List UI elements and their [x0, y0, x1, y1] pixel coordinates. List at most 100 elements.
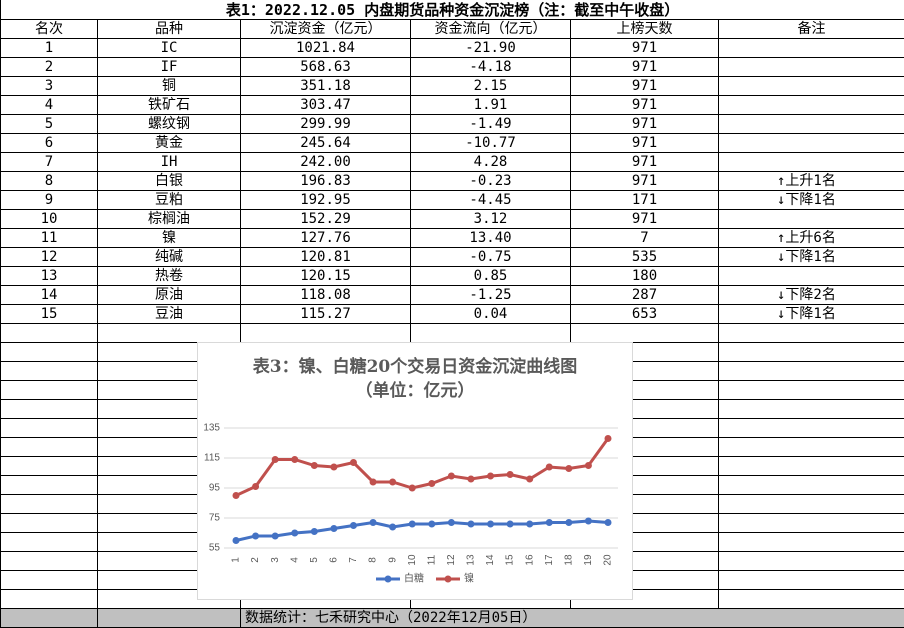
cell: 287: [570, 285, 719, 305]
cell: [717, 133, 904, 153]
y-tick-label: 135: [203, 423, 220, 434]
empty-cell: [0, 494, 98, 514]
cell: 黄金: [97, 133, 241, 153]
cell: ↓下降1名: [717, 247, 904, 267]
header-cell: 资金流向（亿元）: [410, 19, 571, 39]
cell: 13.40: [410, 228, 571, 248]
point: [291, 529, 299, 537]
data-row: 3 铜 351.18 2.15 971: [0, 76, 904, 96]
cell: -1.49: [410, 114, 571, 134]
cell: 120.15: [240, 266, 411, 286]
empty-cell: [717, 513, 904, 533]
cell: 971: [570, 133, 719, 153]
empty-cell: [717, 380, 904, 400]
empty-cell: [97, 323, 241, 343]
legend-marker: [444, 575, 452, 583]
empty-cell: [717, 589, 904, 609]
data-row: 7 IH 242.00 4.28 971: [0, 152, 904, 172]
empty-cell: [0, 399, 98, 419]
x-tick-label: 10: [407, 554, 418, 566]
data-row: 5 螺纹钢 299.99 -1.49 971: [0, 114, 904, 134]
cell: 971: [570, 38, 719, 58]
footer-cell: [0, 608, 98, 628]
cell: 11: [0, 228, 98, 248]
cell: -0.23: [410, 171, 571, 191]
point: [506, 520, 514, 528]
point: [369, 519, 377, 526]
legend-label: 镍: [464, 572, 474, 585]
x-tick-label: 5: [309, 557, 320, 563]
cell: [717, 95, 904, 115]
point: [604, 519, 612, 526]
cell: 535: [570, 247, 719, 267]
point: [310, 462, 318, 469]
point: [467, 520, 475, 528]
x-tick-label: 13: [466, 554, 477, 566]
cell: ↓下降2名: [717, 285, 904, 305]
point: [447, 472, 455, 480]
header-cell: 沉淀资金（亿元）: [240, 19, 411, 39]
empty-cell: [0, 532, 98, 552]
empty-cell: [0, 570, 98, 590]
x-tick-label: 6: [329, 557, 340, 563]
x-tick-label: 20: [603, 554, 614, 566]
cell: 971: [570, 171, 719, 191]
cell: [717, 76, 904, 96]
cell: 镍: [97, 228, 241, 248]
header-cell: 名次: [0, 19, 98, 39]
data-row: 8 白银 196.83 -0.23 971 ↑上升1名: [0, 171, 904, 191]
point: [506, 471, 514, 478]
point: [349, 522, 357, 529]
empty-cell: [717, 456, 904, 476]
point: [487, 472, 495, 480]
point: [252, 532, 260, 540]
point: [291, 456, 299, 463]
footer-cell: [97, 608, 241, 628]
x-tick-label: 4: [289, 557, 300, 563]
cell: 152.29: [240, 209, 411, 229]
empty-cell: [570, 323, 719, 343]
cell: 171: [570, 190, 719, 210]
point: [271, 456, 279, 463]
x-tick-label: 11: [426, 554, 437, 565]
point: [584, 517, 592, 525]
x-tick-label: 2: [250, 557, 261, 563]
x-tick-label: 9: [387, 557, 398, 563]
cell: 13: [0, 266, 98, 286]
empty-cell: [0, 342, 98, 362]
cell: 971: [570, 152, 719, 172]
empty-cell: [0, 437, 98, 457]
cell: ↓下降1名: [717, 190, 904, 210]
data-row: 14 原油 118.08 -1.25 287 ↓下降2名: [0, 285, 904, 305]
empty-cell: [717, 342, 904, 362]
empty-cell: [0, 380, 98, 400]
cell: 971: [570, 95, 719, 115]
x-tick-label: 1: [231, 557, 242, 563]
cell: 192.95: [240, 190, 411, 210]
cell: 热卷: [97, 266, 241, 286]
header-row: 名次 品种 沉淀资金（亿元） 资金流向（亿元） 上榜天数 备注: [0, 19, 904, 39]
empty-cell: [717, 494, 904, 514]
empty-cell: [0, 589, 98, 609]
cell: 971: [570, 209, 719, 229]
point: [389, 478, 397, 486]
footer-row: 数据统计：七禾研究中心（2022年12月05日）: [0, 608, 904, 628]
cell: 568.63: [240, 57, 411, 77]
empty-cell: [0, 456, 98, 476]
empty-cell: [717, 418, 904, 438]
cell: 10: [0, 209, 98, 229]
point: [428, 520, 436, 528]
x-tick-label: 8: [368, 557, 379, 563]
cell: 1.91: [410, 95, 571, 115]
cell: 9: [0, 190, 98, 210]
point: [545, 519, 553, 526]
point: [232, 537, 240, 544]
cell: 0.85: [410, 266, 571, 286]
legend-marker: [384, 575, 392, 583]
point: [584, 462, 592, 469]
cell: 120.81: [240, 247, 411, 267]
data-row: 2 IF 568.63 -4.18 971: [0, 57, 904, 77]
cell: -4.45: [410, 190, 571, 210]
